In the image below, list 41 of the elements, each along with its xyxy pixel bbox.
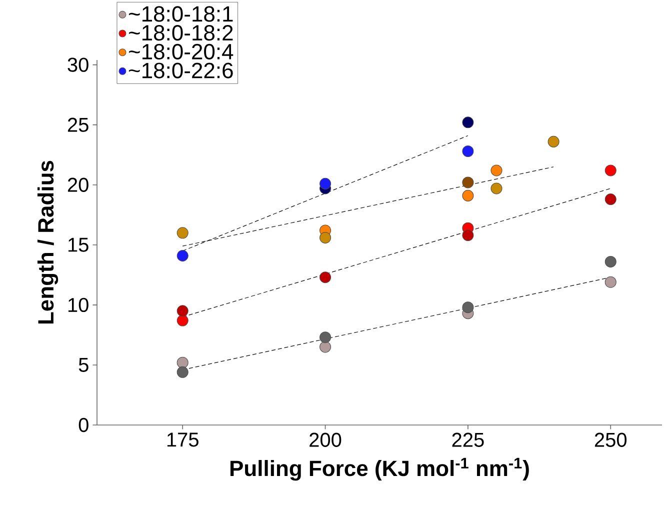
point	[604, 276, 616, 288]
y-tick-label: 30	[68, 58, 88, 72]
y-tick-label: 15	[68, 238, 88, 252]
point	[462, 230, 474, 242]
y-axis-title: Length / Radius	[37, 160, 58, 324]
y-tick-label: 5	[78, 358, 88, 372]
point	[462, 190, 474, 202]
y-tick-label: 0	[78, 418, 88, 432]
x-tick-label: 250	[594, 432, 627, 447]
y-tick-label: 20	[68, 178, 88, 192]
y-tick-label: 25	[68, 118, 88, 132]
point	[176, 250, 188, 262]
point	[548, 136, 560, 148]
point	[176, 356, 188, 368]
point	[320, 272, 332, 284]
point	[462, 302, 474, 314]
point	[320, 341, 332, 353]
point	[320, 232, 332, 244]
x-tick-label: 175	[167, 432, 198, 447]
legend-label: ~18:0-20:4	[128, 44, 234, 60]
point	[176, 366, 188, 378]
legend-label: ~18:0-18:1	[128, 6, 233, 22]
point	[604, 256, 616, 268]
legend-label: ~18:0-18:2	[128, 25, 233, 41]
y-tick-label: 10	[68, 298, 88, 312]
x-tick-label: 200	[310, 432, 342, 447]
point	[176, 314, 188, 326]
point	[490, 182, 502, 194]
point	[604, 164, 616, 176]
point	[176, 305, 188, 317]
point	[490, 164, 502, 176]
point	[462, 116, 474, 128]
point	[462, 146, 474, 157]
x-tick-label: 225	[452, 432, 484, 447]
point	[462, 176, 474, 188]
point	[176, 227, 188, 239]
point	[320, 332, 332, 344]
legend-label: ~18:0-22:6	[128, 62, 233, 78]
point	[604, 194, 616, 206]
x-axis-title: Pulling Force (KJ mol$^{-1}$ nm$^{-1}$)	[230, 458, 529, 481]
point	[320, 178, 332, 190]
